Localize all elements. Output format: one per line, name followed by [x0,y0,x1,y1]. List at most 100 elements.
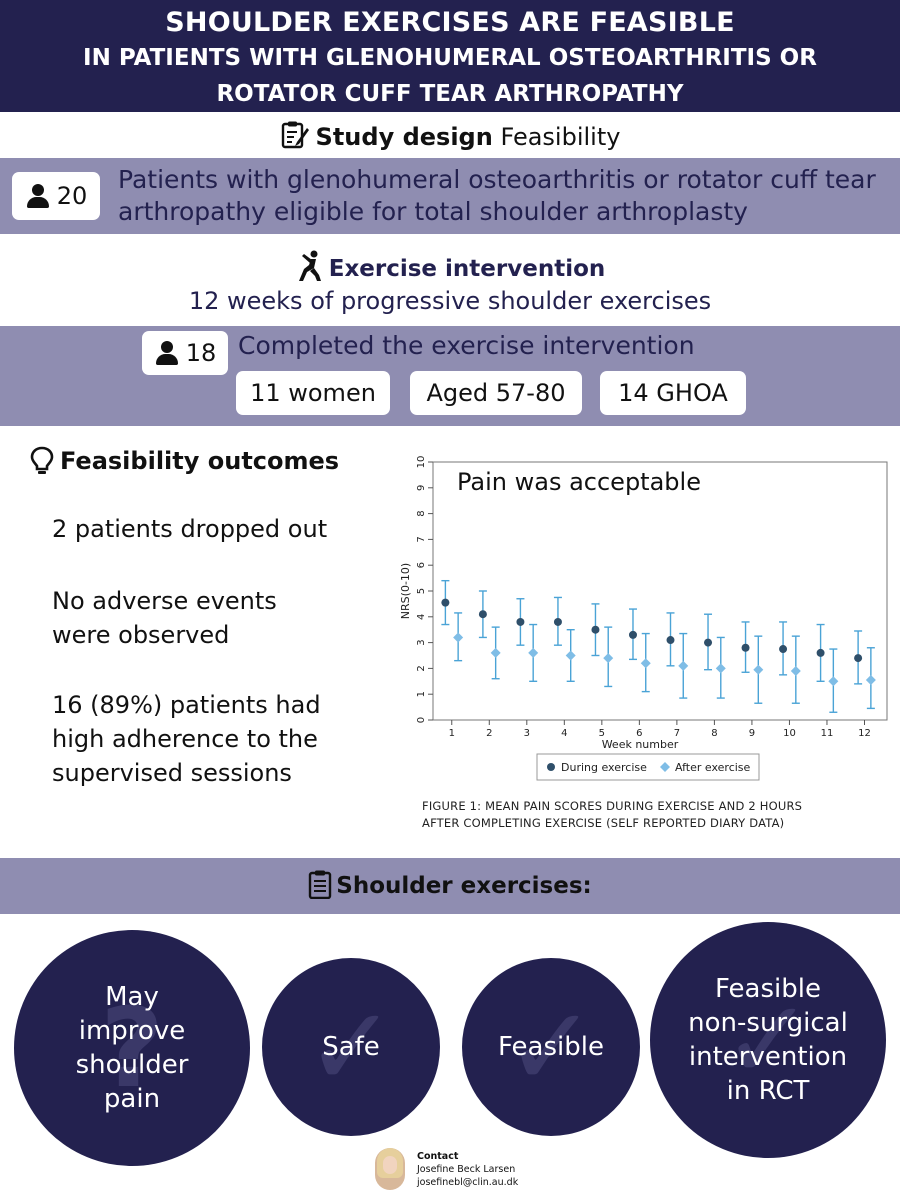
completed-text: Completed the exercise intervention [238,331,695,360]
feasibility-adverse-line-1: No adverse events [52,587,277,615]
feasibility-adverse: No adverse events were observed [52,584,372,652]
x-tick-label: 12 [858,728,871,739]
y-tick-label: 9 [416,485,427,491]
point-during [516,617,525,626]
intervention-subtitle: 12 weeks of progressive shoulder exercis… [188,287,712,315]
circle-pain-line-1: May [105,982,159,1012]
patients-line-1: Patients with glenohumeral osteoarthriti… [118,165,876,194]
point-during [816,648,825,657]
point-during [779,645,788,654]
poster-header: SHOULDER EXERCISES ARE FEASIBLE IN PATIE… [0,0,900,112]
intervention-title-text: Exercise intervention [328,256,606,282]
x-tick-label: 11 [821,728,834,739]
y-tick-label: 2 [416,665,427,671]
y-tick-label: 7 [416,536,427,542]
x-tick-label: 7 [674,728,680,739]
feasibility-adverse-line-2: were observed [52,621,230,649]
point-during [666,636,675,645]
point-after [528,647,539,658]
contact-text: Contact Josefine Beck Larsen josefinebl@… [417,1150,518,1189]
legend-label-during: During exercise [561,761,647,774]
feasibility-title-text: Feasibility outcomes [60,447,340,475]
y-tick-label: 4 [416,614,427,620]
plot-frame [432,461,888,721]
figure-caption-line-2: AFTER COMPLETING EXERCISE (SELF REPORTED… [422,816,785,830]
y-tick-label: 10 [416,456,427,469]
feasibility-dropout: 2 patients dropped out [52,515,328,543]
chip-women: 11 women [236,371,390,415]
circle-rct-text: Feasible non-surgical intervention in RC… [688,972,848,1108]
lightbulb-icon [30,446,54,474]
x-tick-label: 9 [749,728,755,739]
point-after [790,665,801,676]
feasibility-adherence-line-1: 16 (89%) patients had [52,691,321,719]
y-tick-label: 0 [416,717,427,723]
point-after [753,664,764,675]
point-after [453,632,464,643]
point-after [865,675,876,686]
completed-count-pill: 18 [142,331,228,375]
header-subtitle-1: IN PATIENTS WITH GLENOHUMERAL OSTEOARTHR… [83,45,817,71]
circle-pain-line-2: improve [78,1016,186,1046]
x-axis-label: Week number [602,738,679,751]
circle-feasible: ✓ Feasible [462,958,640,1136]
point-after [640,658,651,669]
x-tick-label: 10 [783,728,796,739]
circle-pain-line-3: shoulder [75,1050,189,1080]
feasibility-title: Feasibility outcomes [30,446,339,476]
exercises-title: Shoulder exercises: [336,873,592,899]
figure-caption-line-1: FIGURE 1: MEAN PAIN SCORES DURING EXERCI… [422,799,803,813]
question-icon: ? [100,984,164,1112]
circle-rct-line-2: non-surgical [688,1008,848,1038]
y-tick-label: 3 [416,639,427,645]
point-during [704,638,713,647]
circle-rct-line-3: intervention [688,1042,848,1072]
point-during [591,625,600,634]
feasibility-adherence: 16 (89%) patients had high adherence to … [52,688,372,790]
exercise-figure-icon [298,250,321,281]
x-tick-label: 8 [711,728,717,739]
avatar [375,1148,405,1190]
x-tick-label: 6 [636,728,642,739]
circle-safe-text: Safe [322,1032,380,1062]
chip-ghoa: 14 GHOA [600,371,746,415]
check-icon: ✓ [721,976,815,1104]
exercises-band: Shoulder exercises: [0,858,900,914]
contact-email[interactable]: josefinebl@clin.au.dk [417,1177,519,1188]
point-after [603,653,614,664]
x-tick-label: 5 [599,728,605,739]
circle-pain: ? May improve shoulder pain [14,930,250,1166]
y-tick-label: 8 [416,510,427,516]
circle-rct-line-1: Feasible [715,974,821,1004]
feasibility-adherence-line-3: supervised sessions [52,759,292,787]
completed-band: 18 Completed the exercise intervention 1… [0,326,900,426]
x-tick-label: 3 [524,728,530,739]
patients-band: 20 Patients with glenohumeral osteoarthr… [0,158,900,234]
point-during [478,610,487,619]
point-after [678,660,689,671]
header-title: SHOULDER EXERCISES ARE FEASIBLE [165,7,735,38]
y-tick-label: 6 [416,562,427,568]
x-tick-label: 2 [486,728,492,739]
circle-pain-text: May improve shoulder pain [76,980,189,1116]
person-icon [25,183,51,209]
feasibility-adherence-line-2: high adherence to the [52,725,318,753]
study-design-value: Feasibility [500,123,621,151]
chip-age: Aged 57-80 [410,371,582,415]
study-design-label: Study design [315,123,493,151]
y-axis-label: NRS(0-10) [399,563,412,619]
contact-title: Contact [417,1151,459,1162]
legend-box [536,753,760,781]
point-after [715,663,726,674]
circle-pain-line-4: pain [103,1084,161,1114]
check-icon: ✓ [304,983,398,1111]
point-during [628,630,637,639]
x-tick-label: 4 [561,728,567,739]
patients-count: 20 [56,182,88,210]
patients-line-2: arthropathy eligible for total shoulder … [118,197,748,226]
intervention-title: Exercise intervention [0,250,900,282]
study-design: Study design Feasibility [0,116,900,158]
point-during [854,654,863,663]
person-icon [154,340,180,366]
completed-count: 18 [185,339,217,367]
